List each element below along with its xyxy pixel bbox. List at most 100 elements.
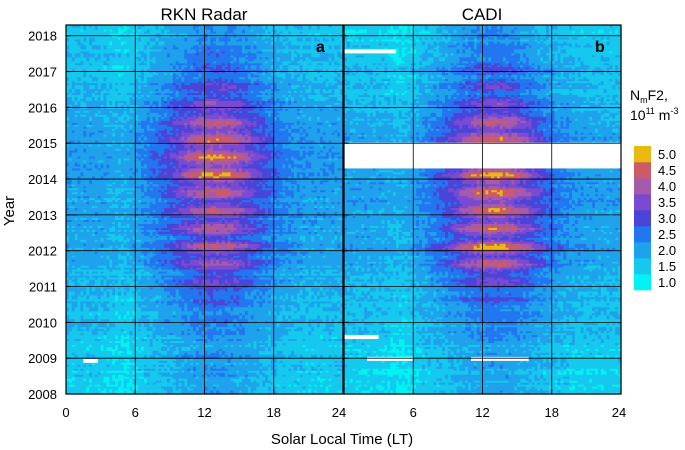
heatmap-cell bbox=[314, 146, 324, 149]
heatmap-cell bbox=[325, 316, 330, 320]
heatmap-cell bbox=[317, 322, 321, 326]
heatmap-cell bbox=[175, 269, 180, 272]
heatmap-cell bbox=[126, 348, 131, 351]
heatmap-cell bbox=[308, 348, 312, 351]
heatmap-cell bbox=[77, 191, 82, 195]
heatmap-cell bbox=[334, 161, 344, 165]
heatmap-cell bbox=[213, 153, 217, 157]
heatmap-cell bbox=[187, 308, 194, 312]
heatmap-cell bbox=[187, 165, 191, 169]
heatmap-cell bbox=[117, 382, 122, 385]
heatmap-cell bbox=[94, 231, 99, 234]
heatmap-cell bbox=[112, 282, 116, 286]
heatmap-cell bbox=[218, 144, 223, 147]
heatmap-cell bbox=[66, 360, 84, 363]
heatmap-cell bbox=[325, 195, 344, 199]
heatmap-cell bbox=[285, 100, 289, 103]
heatmap-cell bbox=[115, 362, 122, 365]
heatmap-cell bbox=[244, 215, 260, 219]
heatmap-cell bbox=[201, 151, 206, 155]
heatmap-cell bbox=[224, 223, 229, 226]
heatmap-cell bbox=[195, 215, 200, 219]
heatmap-cell bbox=[210, 322, 217, 326]
heatmap-cell bbox=[302, 221, 307, 224]
heatmap-cell bbox=[305, 138, 321, 141]
heatmap-cell bbox=[239, 276, 260, 280]
heatmap-cell bbox=[123, 144, 131, 147]
heatmap-cell bbox=[152, 221, 157, 224]
heatmap-cell bbox=[135, 169, 139, 173]
heatmap-cell bbox=[141, 350, 154, 353]
heatmap-cell bbox=[158, 354, 177, 357]
heatmap-cell bbox=[146, 328, 154, 332]
heatmap-cell bbox=[89, 308, 99, 312]
heatmap-cell bbox=[317, 201, 324, 205]
heatmap-cell bbox=[317, 185, 341, 189]
heatmap-cell bbox=[112, 155, 136, 159]
heatmap-cell bbox=[224, 372, 258, 375]
heatmap-cell bbox=[340, 300, 344, 304]
heatmap-cell bbox=[166, 124, 185, 127]
heatmap-cell bbox=[250, 229, 266, 232]
heatmap-cell bbox=[221, 253, 229, 256]
heatmap-cell bbox=[100, 344, 105, 347]
heatmap-cell bbox=[273, 195, 278, 199]
heatmap-cell bbox=[129, 148, 136, 151]
heatmap-cell bbox=[221, 163, 226, 167]
heatmap-cell bbox=[172, 276, 197, 280]
heatmap-cell bbox=[169, 332, 174, 336]
heatmap-cell bbox=[331, 132, 335, 135]
heatmap-cell bbox=[166, 171, 174, 175]
heatmap-cell bbox=[106, 104, 116, 107]
heatmap-cell bbox=[74, 229, 82, 232]
heatmap-cell bbox=[97, 302, 102, 306]
heatmap-cell bbox=[77, 148, 84, 151]
heatmap-cell bbox=[296, 366, 301, 369]
heatmap-cell bbox=[198, 278, 203, 282]
heatmap-cell bbox=[143, 146, 171, 149]
heatmap-cell bbox=[86, 346, 90, 349]
heatmap-cell bbox=[184, 146, 191, 149]
heatmap-cell bbox=[112, 259, 125, 262]
heatmap-cell bbox=[285, 193, 295, 197]
heatmap-cell bbox=[201, 108, 211, 111]
heatmap-cell bbox=[166, 302, 174, 306]
heatmap-cell bbox=[143, 225, 168, 228]
heatmap-cell bbox=[265, 261, 269, 264]
heatmap-cell bbox=[331, 153, 335, 157]
heatmap-cell bbox=[236, 324, 240, 328]
heatmap-cell bbox=[322, 286, 344, 290]
heatmap-cell bbox=[83, 100, 107, 103]
heatmap-cell bbox=[97, 231, 142, 234]
heatmap-cell bbox=[331, 146, 335, 149]
heatmap-cell bbox=[291, 138, 295, 141]
heatmap-cell bbox=[68, 205, 76, 209]
heatmap-cell bbox=[259, 290, 263, 294]
heatmap-cell bbox=[152, 274, 157, 278]
heatmap-cell bbox=[169, 153, 185, 157]
heatmap-cell bbox=[259, 302, 263, 306]
heatmap-cell bbox=[302, 326, 312, 330]
heatmap-cell bbox=[91, 122, 139, 125]
heatmap-cell bbox=[106, 326, 110, 330]
heatmap-cell bbox=[115, 344, 119, 347]
heatmap-cell bbox=[71, 380, 90, 383]
heatmap-cell bbox=[296, 292, 304, 296]
heatmap-cell bbox=[334, 292, 338, 296]
heatmap-cell bbox=[239, 362, 243, 365]
heatmap-cell bbox=[328, 153, 333, 157]
heatmap-cell bbox=[198, 352, 206, 355]
heatmap-cell bbox=[256, 247, 263, 250]
heatmap-cell bbox=[89, 288, 93, 292]
heatmap-cell bbox=[198, 201, 203, 205]
heatmap-cell bbox=[91, 328, 105, 332]
heatmap-cell bbox=[337, 278, 341, 282]
heatmap-cell bbox=[126, 330, 131, 334]
heatmap-cell bbox=[230, 362, 234, 365]
heatmap-cell bbox=[216, 205, 240, 209]
heatmap-cell bbox=[66, 155, 79, 159]
heatmap-cell bbox=[66, 219, 73, 222]
heatmap-cell bbox=[115, 324, 139, 328]
heatmap-cell bbox=[325, 247, 335, 250]
heatmap-cell bbox=[89, 116, 93, 119]
